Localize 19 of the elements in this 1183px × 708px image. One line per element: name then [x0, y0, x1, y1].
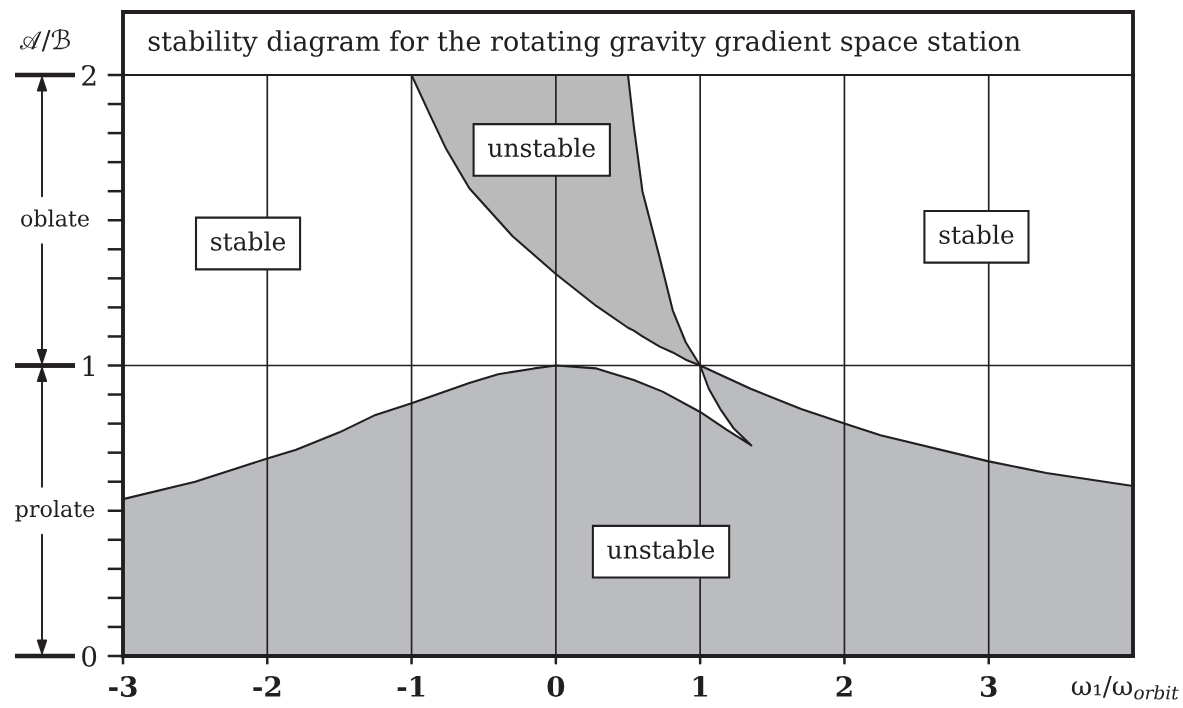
x-tick-label: 3	[980, 675, 997, 697]
x-tick-label: 2	[836, 675, 852, 697]
y-tick-label: 2	[82, 64, 96, 86]
x-tick-label: 1	[693, 675, 708, 697]
y-tick-label: 0	[82, 645, 97, 667]
text: oblate	[21, 209, 89, 227]
y-axis-title: 𝒜/ℬ	[19, 28, 70, 52]
annotation: unstable	[607, 539, 715, 559]
x-axis-title: ω₁/ω$_{orbit}$	[1071, 675, 1179, 700]
text: prolate	[15, 500, 95, 522]
y-tick-label: 1	[83, 355, 95, 377]
x-tick-label: -3	[109, 675, 137, 697]
annotation: unstable	[488, 137, 595, 158]
chart-title: stability diagram for the rotating gravity gradient space station	[148, 30, 1021, 57]
x-tick-label: -2	[253, 675, 281, 697]
x-tick-label: -1	[397, 675, 425, 697]
annotation: stable	[211, 231, 286, 251]
annotation: stable	[939, 224, 1014, 245]
x-tick-label: 0	[547, 675, 565, 697]
